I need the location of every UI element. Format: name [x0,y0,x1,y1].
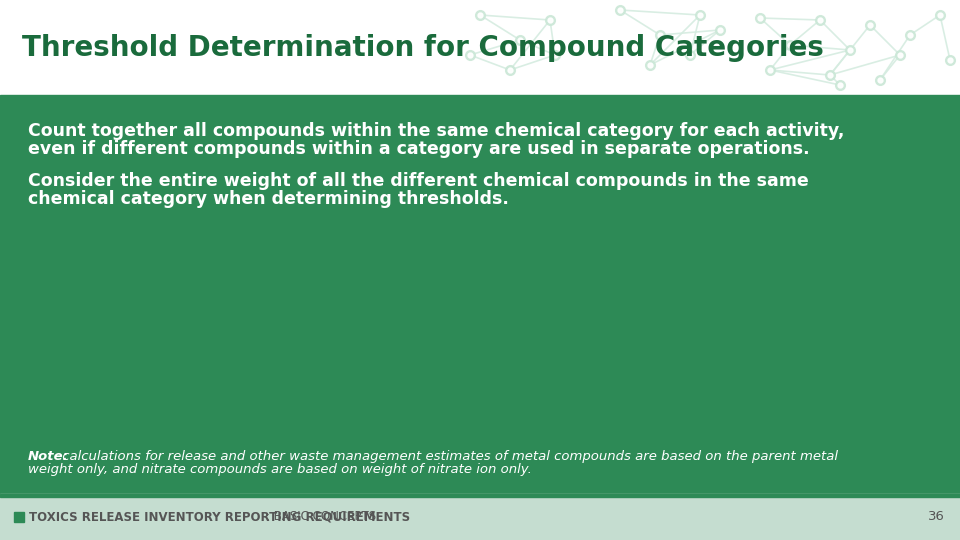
Bar [0,95,960,100]
Text: : BASIC CONCEPTS: : BASIC CONCEPTS [266,510,376,523]
Bar [0,494,960,497]
Bar [0,100,960,494]
Text: 36: 36 [928,510,945,523]
Bar [14,512,24,522]
Bar [0,494,960,540]
Text: TOXICS RELEASE INVENTORY REPORTING REQUIREMENTS: TOXICS RELEASE INVENTORY REPORTING REQUI… [29,510,410,523]
Text: chemical category when determining thresholds.: chemical category when determining thres… [28,190,509,208]
Text: weight only, and nitrate compounds are based on weight of nitrate ion only.: weight only, and nitrate compounds are b… [28,463,532,476]
Text: calculations for release and other waste management estimates of metal compounds: calculations for release and other waste… [58,450,838,463]
Text: even if different compounds within a category are used in separate operations.: even if different compounds within a cat… [28,140,809,158]
Text: Threshold Determination for Compound Categories: Threshold Determination for Compound Cat… [22,33,824,62]
Text: Note:: Note: [28,450,69,463]
Bar [0,0,960,95]
Text: Count together all compounds within the same chemical category for each activity: Count together all compounds within the … [28,122,845,140]
Text: Consider the entire weight of all the different chemical compounds in the same: Consider the entire weight of all the di… [28,172,808,190]
